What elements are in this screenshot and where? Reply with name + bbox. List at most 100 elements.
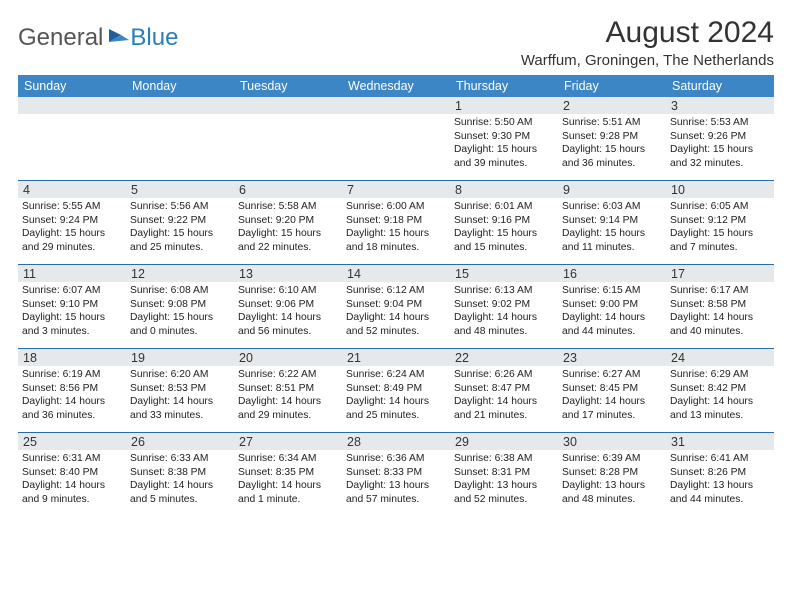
day-detail-line: Sunset: 8:38 PM <box>130 466 230 480</box>
day-detail-line: Daylight: 14 hours and 33 minutes. <box>130 395 230 422</box>
day-header-cell: Wednesday <box>342 75 450 97</box>
day-detail-line: Sunset: 9:20 PM <box>238 214 338 228</box>
day-cell: Sunrise: 6:31 AMSunset: 8:40 PMDaylight:… <box>18 450 126 516</box>
day-number <box>126 97 234 114</box>
day-detail-line: Sunset: 8:47 PM <box>454 382 554 396</box>
day-cell: Sunrise: 6:22 AMSunset: 8:51 PMDaylight:… <box>234 366 342 432</box>
day-details: Sunrise: 6:41 AMSunset: 8:26 PMDaylight:… <box>670 452 770 506</box>
day-details: Sunrise: 6:13 AMSunset: 9:02 PMDaylight:… <box>454 284 554 338</box>
day-cell: Sunrise: 6:41 AMSunset: 8:26 PMDaylight:… <box>666 450 774 516</box>
day-details: Sunrise: 5:50 AMSunset: 9:30 PMDaylight:… <box>454 116 554 170</box>
week-number-row: 11121314151617 <box>18 265 774 282</box>
day-cell: Sunrise: 6:29 AMSunset: 8:42 PMDaylight:… <box>666 366 774 432</box>
day-detail-line: Sunrise: 5:51 AM <box>562 116 662 130</box>
day-cell: Sunrise: 6:17 AMSunset: 8:58 PMDaylight:… <box>666 282 774 348</box>
week-number-row: 25262728293031 <box>18 433 774 450</box>
day-detail-line: Sunset: 9:24 PM <box>22 214 122 228</box>
day-detail-line: Sunset: 8:58 PM <box>670 298 770 312</box>
day-detail-line: Sunset: 8:49 PM <box>346 382 446 396</box>
day-cell: Sunrise: 6:07 AMSunset: 9:10 PMDaylight:… <box>18 282 126 348</box>
day-detail-line: Daylight: 14 hours and 25 minutes. <box>346 395 446 422</box>
day-cell: Sunrise: 5:58 AMSunset: 9:20 PMDaylight:… <box>234 198 342 264</box>
day-detail-line: Sunrise: 6:07 AM <box>22 284 122 298</box>
day-number: 13 <box>234 265 342 282</box>
day-details: Sunrise: 6:05 AMSunset: 9:12 PMDaylight:… <box>670 200 770 254</box>
day-number: 22 <box>450 349 558 366</box>
day-number: 19 <box>126 349 234 366</box>
day-detail-line: Sunset: 8:35 PM <box>238 466 338 480</box>
day-detail-line: Daylight: 15 hours and 29 minutes. <box>22 227 122 254</box>
day-details: Sunrise: 6:03 AMSunset: 9:14 PMDaylight:… <box>562 200 662 254</box>
week-content-row: Sunrise: 5:50 AMSunset: 9:30 PMDaylight:… <box>18 114 774 181</box>
day-number: 11 <box>18 265 126 282</box>
day-number: 20 <box>234 349 342 366</box>
day-detail-line: Daylight: 14 hours and 1 minute. <box>238 479 338 506</box>
day-number: 21 <box>342 349 450 366</box>
day-detail-line: Sunrise: 6:17 AM <box>670 284 770 298</box>
day-cell: Sunrise: 6:20 AMSunset: 8:53 PMDaylight:… <box>126 366 234 432</box>
day-detail-line: Sunrise: 6:31 AM <box>22 452 122 466</box>
day-details: Sunrise: 6:20 AMSunset: 8:53 PMDaylight:… <box>130 368 230 422</box>
day-cell: Sunrise: 6:19 AMSunset: 8:56 PMDaylight:… <box>18 366 126 432</box>
day-detail-line: Sunset: 9:06 PM <box>238 298 338 312</box>
logo-text-blue: Blue <box>130 24 178 52</box>
day-detail-line: Sunrise: 6:12 AM <box>346 284 446 298</box>
day-details: Sunrise: 6:31 AMSunset: 8:40 PMDaylight:… <box>22 452 122 506</box>
day-details: Sunrise: 6:08 AMSunset: 9:08 PMDaylight:… <box>130 284 230 338</box>
day-detail-line: Sunrise: 5:50 AM <box>454 116 554 130</box>
day-details: Sunrise: 6:10 AMSunset: 9:06 PMDaylight:… <box>238 284 338 338</box>
day-detail-line: Sunset: 8:28 PM <box>562 466 662 480</box>
day-details: Sunrise: 5:56 AMSunset: 9:22 PMDaylight:… <box>130 200 230 254</box>
day-detail-line: Sunset: 9:18 PM <box>346 214 446 228</box>
day-detail-line: Daylight: 15 hours and 32 minutes. <box>670 143 770 170</box>
day-detail-line: Sunset: 8:53 PM <box>130 382 230 396</box>
day-detail-line: Sunrise: 6:39 AM <box>562 452 662 466</box>
day-detail-line: Sunrise: 6:05 AM <box>670 200 770 214</box>
day-detail-line: Daylight: 13 hours and 57 minutes. <box>346 479 446 506</box>
week-number-row: 18192021222324 <box>18 349 774 366</box>
day-details: Sunrise: 6:07 AMSunset: 9:10 PMDaylight:… <box>22 284 122 338</box>
day-detail-line: Daylight: 14 hours and 40 minutes. <box>670 311 770 338</box>
day-cell: Sunrise: 6:38 AMSunset: 8:31 PMDaylight:… <box>450 450 558 516</box>
day-detail-line: Daylight: 15 hours and 7 minutes. <box>670 227 770 254</box>
day-number: 16 <box>558 265 666 282</box>
day-number: 17 <box>666 265 774 282</box>
day-cell: Sunrise: 6:01 AMSunset: 9:16 PMDaylight:… <box>450 198 558 264</box>
day-number: 7 <box>342 181 450 198</box>
day-cell: Sunrise: 5:55 AMSunset: 9:24 PMDaylight:… <box>18 198 126 264</box>
day-detail-line: Sunrise: 6:00 AM <box>346 200 446 214</box>
day-details: Sunrise: 6:12 AMSunset: 9:04 PMDaylight:… <box>346 284 446 338</box>
day-detail-line: Daylight: 14 hours and 52 minutes. <box>346 311 446 338</box>
day-detail-line: Sunrise: 5:58 AM <box>238 200 338 214</box>
week-content-row: Sunrise: 6:19 AMSunset: 8:56 PMDaylight:… <box>18 366 774 433</box>
day-number: 1 <box>450 97 558 114</box>
day-details: Sunrise: 6:27 AMSunset: 8:45 PMDaylight:… <box>562 368 662 422</box>
day-cell: Sunrise: 5:53 AMSunset: 9:26 PMDaylight:… <box>666 114 774 180</box>
week-number-row: 45678910 <box>18 181 774 198</box>
week-content-row: Sunrise: 5:55 AMSunset: 9:24 PMDaylight:… <box>18 198 774 265</box>
day-details: Sunrise: 6:24 AMSunset: 8:49 PMDaylight:… <box>346 368 446 422</box>
day-number: 6 <box>234 181 342 198</box>
day-detail-line: Sunrise: 6:08 AM <box>130 284 230 298</box>
day-detail-line: Daylight: 14 hours and 29 minutes. <box>238 395 338 422</box>
day-detail-line: Sunset: 8:31 PM <box>454 466 554 480</box>
day-details: Sunrise: 5:58 AMSunset: 9:20 PMDaylight:… <box>238 200 338 254</box>
day-detail-line: Sunset: 8:40 PM <box>22 466 122 480</box>
day-detail-line: Sunrise: 6:22 AM <box>238 368 338 382</box>
day-details: Sunrise: 5:51 AMSunset: 9:28 PMDaylight:… <box>562 116 662 170</box>
day-number: 10 <box>666 181 774 198</box>
day-detail-line: Sunrise: 5:53 AM <box>670 116 770 130</box>
day-number: 12 <box>126 265 234 282</box>
week-number-row: 123 <box>18 97 774 114</box>
day-number <box>234 97 342 114</box>
day-detail-line: Sunrise: 5:55 AM <box>22 200 122 214</box>
day-detail-line: Daylight: 14 hours and 17 minutes. <box>562 395 662 422</box>
day-detail-line: Sunset: 9:28 PM <box>562 130 662 144</box>
day-detail-line: Sunrise: 6:41 AM <box>670 452 770 466</box>
logo-text-general: General <box>18 24 103 52</box>
day-number: 9 <box>558 181 666 198</box>
calendar-day-header: Sunday Monday Tuesday Wednesday Thursday… <box>18 75 774 97</box>
day-number: 25 <box>18 433 126 450</box>
day-cell <box>126 114 234 180</box>
day-cell: Sunrise: 6:15 AMSunset: 9:00 PMDaylight:… <box>558 282 666 348</box>
